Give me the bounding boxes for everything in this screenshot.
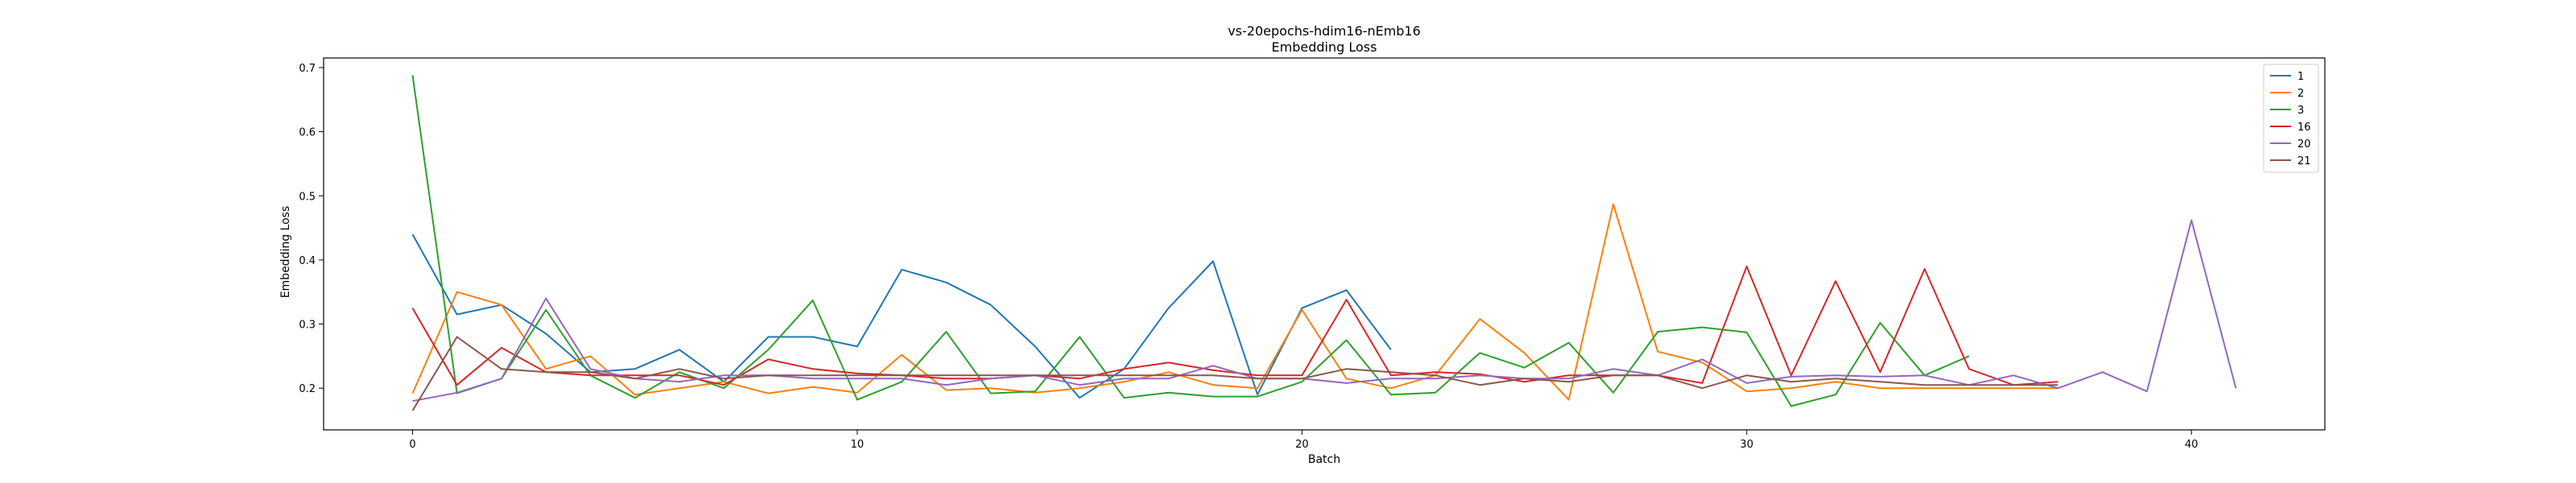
- series-line-2: [411, 203, 2058, 401]
- legend-label-20: 20: [2297, 138, 2311, 151]
- y-tick-label: 0.7: [299, 63, 316, 75]
- y-axis: 0.2 0.3 0.4 0.5 0.6 0.7: [299, 63, 324, 395]
- series-line-1: [411, 233, 1392, 399]
- y-axis-label: Embedding Loss: [279, 206, 292, 299]
- legend-label-21: 21: [2297, 155, 2311, 167]
- chart-subtitle: Embedding Loss: [1272, 39, 1377, 55]
- series-line-21: [411, 336, 2058, 411]
- y-tick-label: 0.2: [299, 383, 316, 395]
- series-lines: [411, 75, 2237, 411]
- legend: 1 2 3 16 20 21: [2263, 64, 2319, 173]
- x-tick-label: 0: [409, 439, 415, 451]
- series-line-3: [411, 75, 1970, 407]
- plot-area: 0 10 20 30 40 0.2 0.3 0.4 0.5 0.6 0.7: [299, 57, 2326, 451]
- x-axis: 0 10 20 30 40: [409, 430, 2198, 451]
- x-tick-label: 30: [1740, 439, 1754, 451]
- y-tick-label: 0.4: [299, 255, 316, 267]
- plot-frame: [323, 57, 2326, 431]
- x-tick-label: 10: [851, 439, 865, 451]
- x-tick-label: 20: [1295, 439, 1309, 451]
- y-tick-label: 0.5: [299, 191, 316, 203]
- x-axis-label: Batch: [1308, 453, 1340, 466]
- y-tick-label: 0.6: [299, 127, 316, 139]
- legend-box: [2263, 64, 2319, 173]
- chart-title: vs-20epochs-hdim16-nEmb16: [1228, 23, 1421, 39]
- legend-label-16: 16: [2297, 122, 2311, 134]
- legend-label-3: 3: [2297, 105, 2304, 117]
- y-tick-label: 0.3: [299, 320, 316, 332]
- legend-label-1: 1: [2297, 71, 2304, 83]
- legend-label-2: 2: [2297, 88, 2304, 100]
- x-tick-label: 40: [2185, 439, 2198, 451]
